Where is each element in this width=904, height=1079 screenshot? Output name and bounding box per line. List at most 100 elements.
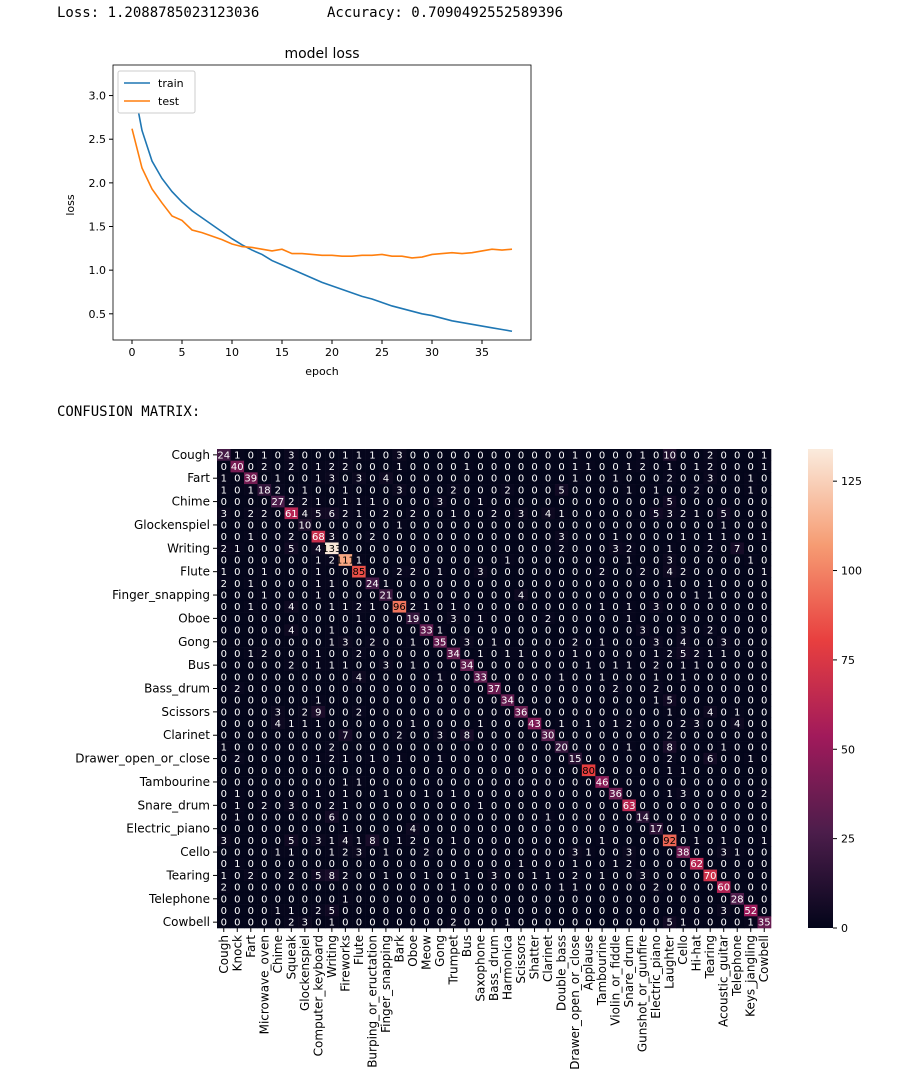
heatmap-cell <box>514 647 529 660</box>
cell-label: 1 <box>612 719 618 730</box>
heatmap-cell <box>365 659 380 672</box>
heatmap-cell <box>662 542 677 555</box>
cell-label: 0 <box>639 579 645 590</box>
heatmap-cell <box>244 670 258 683</box>
cell-label: 0 <box>666 871 672 882</box>
heatmap-cell <box>379 811 393 824</box>
heatmap-cell <box>635 694 650 707</box>
heatmap-cell <box>622 846 637 859</box>
cell-label: 1 <box>761 462 767 473</box>
heatmap-cell <box>230 659 245 672</box>
heatmap-cell <box>325 542 339 555</box>
heatmap-cell <box>527 717 542 730</box>
heatmap-cell <box>581 577 596 590</box>
heatmap-cell <box>541 764 556 777</box>
cell-label: 0 <box>693 450 699 461</box>
heatmap-cell <box>244 787 258 800</box>
heatmap-cell <box>406 635 420 648</box>
cell-label: 0 <box>477 754 483 765</box>
heatmap-cell <box>541 495 556 508</box>
heatmap-cell <box>419 530 434 543</box>
heatmap-cell <box>622 694 637 707</box>
cell-label: 0 <box>518 485 524 496</box>
heatmap-cell <box>757 507 772 520</box>
loss-line: Loss: 1.2088785023123036 <box>57 5 259 21</box>
cell-label: 0 <box>748 462 754 473</box>
cell-label: 0 <box>396 555 402 566</box>
heatmap-cell <box>635 577 650 590</box>
cell-label: 0 <box>585 742 591 753</box>
heatmap-cell <box>446 822 461 835</box>
cell-label: 1 <box>221 474 227 485</box>
heatmap-cell <box>608 916 623 929</box>
heatmap-cell <box>392 752 407 765</box>
heatmap-cell <box>689 857 704 870</box>
cell-label: 1 <box>680 766 686 777</box>
cell-label: 0 <box>748 777 754 788</box>
heatmap-cell <box>689 589 704 602</box>
cell-label: 0 <box>450 497 456 508</box>
heatmap-cell <box>730 764 745 777</box>
cell-label: 0 <box>761 848 767 859</box>
cell-label: 1 <box>342 777 348 788</box>
cell-label: 0 <box>653 894 659 905</box>
heatmap-cell <box>271 659 285 672</box>
cell-label: 0 <box>342 532 348 543</box>
cell-label: 2 <box>356 602 362 613</box>
heatmap-cell <box>514 460 529 473</box>
cell-label: 0 <box>761 614 767 625</box>
heatmap-cell <box>271 706 285 719</box>
heatmap-cell <box>271 822 285 835</box>
heatmap-cell <box>527 589 542 602</box>
heatmap-cell <box>298 741 312 754</box>
heatmap-cell <box>703 787 718 800</box>
heatmap-cell <box>433 589 448 602</box>
heatmap-cell <box>595 787 610 800</box>
cell-label: 1 <box>707 532 713 543</box>
cell-label: 0 <box>248 742 254 753</box>
cell-label: 0 <box>707 719 713 730</box>
heatmap-cell <box>257 624 272 637</box>
heatmap-cell <box>433 554 448 567</box>
cell-label: 0 <box>599 462 605 473</box>
cell-label: 0 <box>680 462 686 473</box>
heatmap-cell <box>500 530 515 543</box>
heatmap-cell <box>338 682 353 695</box>
heatmap-cell <box>352 635 366 648</box>
cell-label: 0 <box>612 766 618 777</box>
cell-label: 14 <box>636 813 649 824</box>
cell-label: 0 <box>464 719 470 730</box>
heatmap-cell <box>325 530 339 543</box>
heatmap-cell <box>730 589 745 602</box>
heatmap-cell <box>244 635 258 648</box>
heatmap-cell <box>392 916 407 929</box>
cell-label: 0 <box>531 731 537 742</box>
cell-label: 0 <box>680 450 686 461</box>
heatmap-cell <box>338 752 353 765</box>
cell-label: 0 <box>531 649 537 660</box>
heatmap-cell <box>230 484 245 497</box>
heatmap-cell <box>635 484 650 497</box>
cell-label: 0 <box>491 462 497 473</box>
cell-label: 2 <box>288 462 294 473</box>
cell-label: 1 <box>275 848 281 859</box>
cell-label: 0 <box>531 824 537 835</box>
cell-label: 0 <box>518 614 524 625</box>
cell-label: 1 <box>761 532 767 543</box>
cell-label: 3 <box>653 637 659 648</box>
x-tick-label: Electric_piano <box>649 935 663 1019</box>
cell-label: 0 <box>383 649 389 660</box>
colorbar-tick-label: 100 <box>841 565 862 578</box>
heatmap-cell <box>460 612 475 625</box>
heatmap-cell <box>608 729 623 742</box>
heatmap-cell <box>487 647 502 660</box>
heatmap-cell <box>649 857 664 870</box>
heatmap-cell <box>703 577 718 590</box>
cell-label: 0 <box>477 450 483 461</box>
cell-label: 0 <box>302 824 308 835</box>
cell-label: 133 <box>322 544 341 555</box>
cell-label: 0 <box>693 742 699 753</box>
heatmap-cell <box>689 565 704 578</box>
cell-label: 1 <box>626 555 632 566</box>
x-tick-label: Tambourine <box>595 935 609 1006</box>
